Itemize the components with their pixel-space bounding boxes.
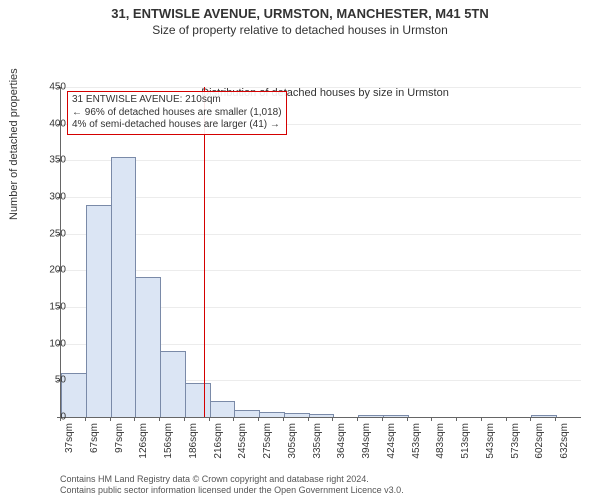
chart-title-sub: Size of property relative to detached ho…	[0, 21, 600, 41]
histogram-bar	[210, 401, 236, 417]
xtick-label: 632sqm	[559, 423, 570, 463]
property-marker-line	[204, 87, 205, 417]
xtick-label: 216sqm	[213, 423, 224, 463]
xtick-mark	[506, 417, 507, 421]
xtick-mark	[308, 417, 309, 421]
histogram-bar	[86, 205, 112, 417]
xtick-mark	[159, 417, 160, 421]
xtick-mark	[209, 417, 210, 421]
grid-line	[61, 270, 581, 271]
y-axis-label: Number of detached properties	[8, 68, 20, 220]
plot-area: 31 ENTWISLE AVENUE: 210sqm← 96% of detac…	[60, 87, 581, 418]
ytick-label: 400	[36, 118, 66, 129]
xtick-mark	[456, 417, 457, 421]
xtick-mark	[233, 417, 234, 421]
ytick-label: 300	[36, 192, 66, 203]
xtick-label: 275sqm	[262, 423, 273, 463]
xtick-label: 573sqm	[510, 423, 521, 463]
xtick-label: 543sqm	[485, 423, 496, 463]
histogram-bar	[284, 413, 310, 417]
histogram-bar	[185, 383, 211, 417]
xtick-label: 67sqm	[89, 423, 100, 463]
xtick-label: 335sqm	[312, 423, 323, 463]
annotation-line: 4% of semi-detached houses are larger (4…	[72, 119, 282, 132]
ytick-label: 100	[36, 338, 66, 349]
xtick-mark	[85, 417, 86, 421]
histogram-bar	[234, 410, 260, 417]
xtick-label: 424sqm	[386, 423, 397, 463]
xtick-label: 394sqm	[361, 423, 372, 463]
xtick-mark	[134, 417, 135, 421]
histogram-bar	[111, 157, 137, 417]
xtick-label: 37sqm	[64, 423, 75, 463]
xtick-label: 453sqm	[411, 423, 422, 463]
histogram-bar	[259, 412, 285, 417]
xtick-mark	[332, 417, 333, 421]
ytick-label: 50	[36, 375, 66, 386]
grid-line	[61, 197, 581, 198]
xtick-mark	[431, 417, 432, 421]
histogram-bar	[358, 415, 384, 417]
xtick-mark	[258, 417, 259, 421]
histogram-bar	[135, 277, 161, 417]
xtick-mark	[357, 417, 358, 421]
ytick-label: 350	[36, 155, 66, 166]
histogram-bar	[309, 414, 335, 417]
grid-line	[61, 160, 581, 161]
xtick-mark	[407, 417, 408, 421]
chart-area: 31 ENTWISLE AVENUE: 210sqm← 96% of detac…	[60, 87, 590, 447]
xtick-label: 186sqm	[188, 423, 199, 463]
xtick-label: 364sqm	[336, 423, 347, 463]
xtick-mark	[382, 417, 383, 421]
ytick-label: 150	[36, 302, 66, 313]
ytick-label: 250	[36, 228, 66, 239]
xtick-mark	[184, 417, 185, 421]
footer-line-2: Contains public sector information licen…	[60, 485, 404, 496]
xtick-label: 97sqm	[114, 423, 125, 463]
footer-attribution: Contains HM Land Registry data © Crown c…	[60, 474, 404, 496]
histogram-bar	[531, 415, 557, 417]
ytick-label: 200	[36, 265, 66, 276]
grid-line	[61, 234, 581, 235]
xtick-mark	[283, 417, 284, 421]
xtick-label: 156sqm	[163, 423, 174, 463]
xtick-mark	[110, 417, 111, 421]
grid-line	[61, 87, 581, 88]
annotation-line: 31 ENTWISLE AVENUE: 210sqm	[72, 94, 282, 107]
xtick-label: 513sqm	[460, 423, 471, 463]
xtick-label: 126sqm	[138, 423, 149, 463]
xtick-label: 483sqm	[435, 423, 446, 463]
ytick-label: 450	[36, 82, 66, 93]
footer-line-1: Contains HM Land Registry data © Crown c…	[60, 474, 404, 485]
chart-title-address: 31, ENTWISLE AVENUE, URMSTON, MANCHESTER…	[0, 0, 600, 21]
annotation-line: ← 96% of detached houses are smaller (1,…	[72, 107, 282, 120]
xtick-label: 245sqm	[237, 423, 248, 463]
xtick-label: 305sqm	[287, 423, 298, 463]
ytick-label: 0	[36, 412, 66, 423]
annotation-box: 31 ENTWISLE AVENUE: 210sqm← 96% of detac…	[67, 91, 287, 135]
histogram-bar	[383, 415, 409, 417]
xtick-mark	[555, 417, 556, 421]
xtick-mark	[530, 417, 531, 421]
histogram-bar	[160, 351, 186, 417]
xtick-mark	[60, 417, 61, 421]
xtick-mark	[481, 417, 482, 421]
xtick-label: 602sqm	[534, 423, 545, 463]
